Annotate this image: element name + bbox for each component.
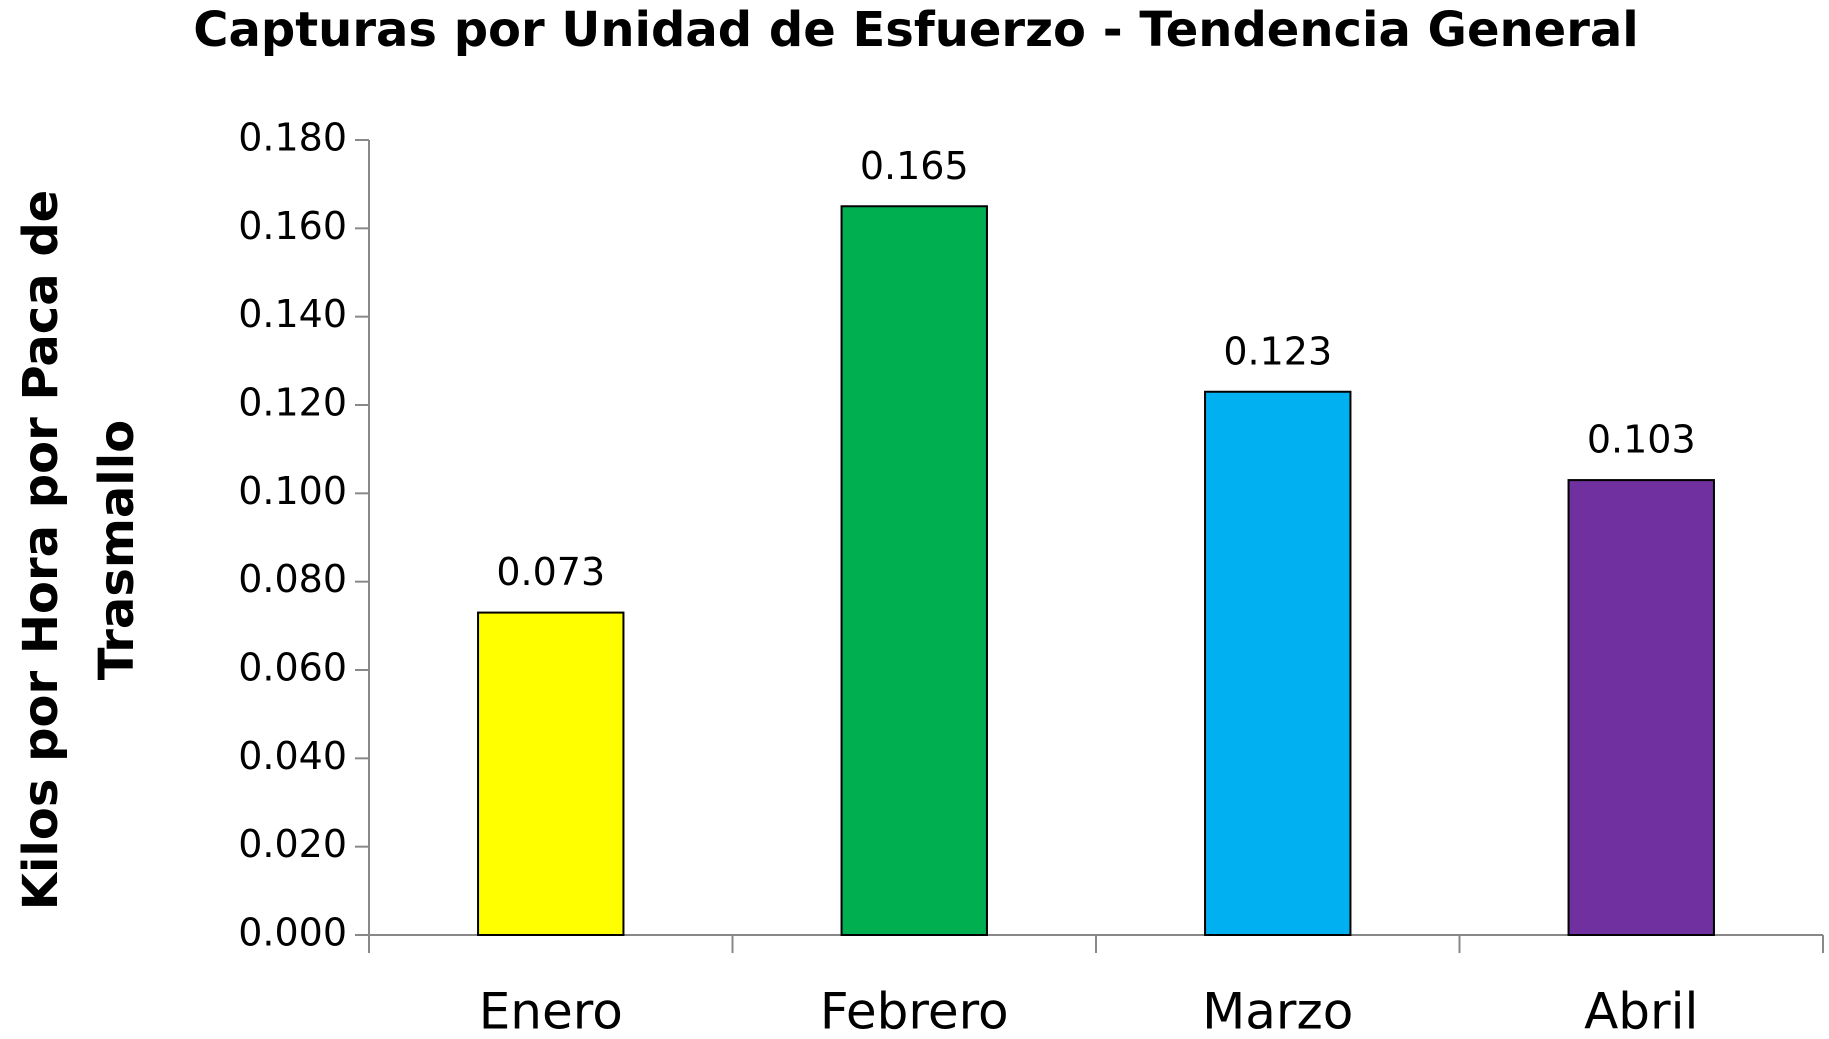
x-tick-label: Abril [1584, 983, 1698, 1039]
y-tick-label: 0.000 [238, 911, 347, 955]
y-tick-label: 0.120 [238, 381, 347, 425]
data-label: 0.123 [1223, 329, 1332, 373]
y-tick-label: 0.180 [238, 116, 347, 160]
chart-title: Capturas por Unidad de Esfuerzo - Tenden… [193, 2, 1638, 58]
y-tick-label: 0.020 [238, 822, 347, 866]
y-axis-label: Kilos por Hora por Paca de Trasmallo [13, 189, 145, 911]
data-label: 0.165 [860, 144, 969, 188]
x-tick-label: Enero [479, 983, 623, 1039]
bar [477, 611, 625, 936]
bar [1567, 479, 1715, 936]
data-label: 0.073 [496, 550, 605, 594]
y-tick-label: 0.060 [238, 646, 347, 690]
y-tick-label: 0.040 [238, 734, 347, 778]
y-tick-label: 0.100 [238, 469, 347, 513]
y-tick-label: 0.140 [238, 292, 347, 336]
x-tick-label: Febrero [820, 983, 1009, 1039]
bar [840, 205, 988, 936]
data-label: 0.103 [1587, 418, 1696, 462]
x-tick-label: Marzo [1202, 983, 1353, 1039]
y-tick-label: 0.160 [238, 204, 347, 248]
bar [1204, 390, 1352, 936]
y-tick-label: 0.080 [238, 557, 347, 601]
